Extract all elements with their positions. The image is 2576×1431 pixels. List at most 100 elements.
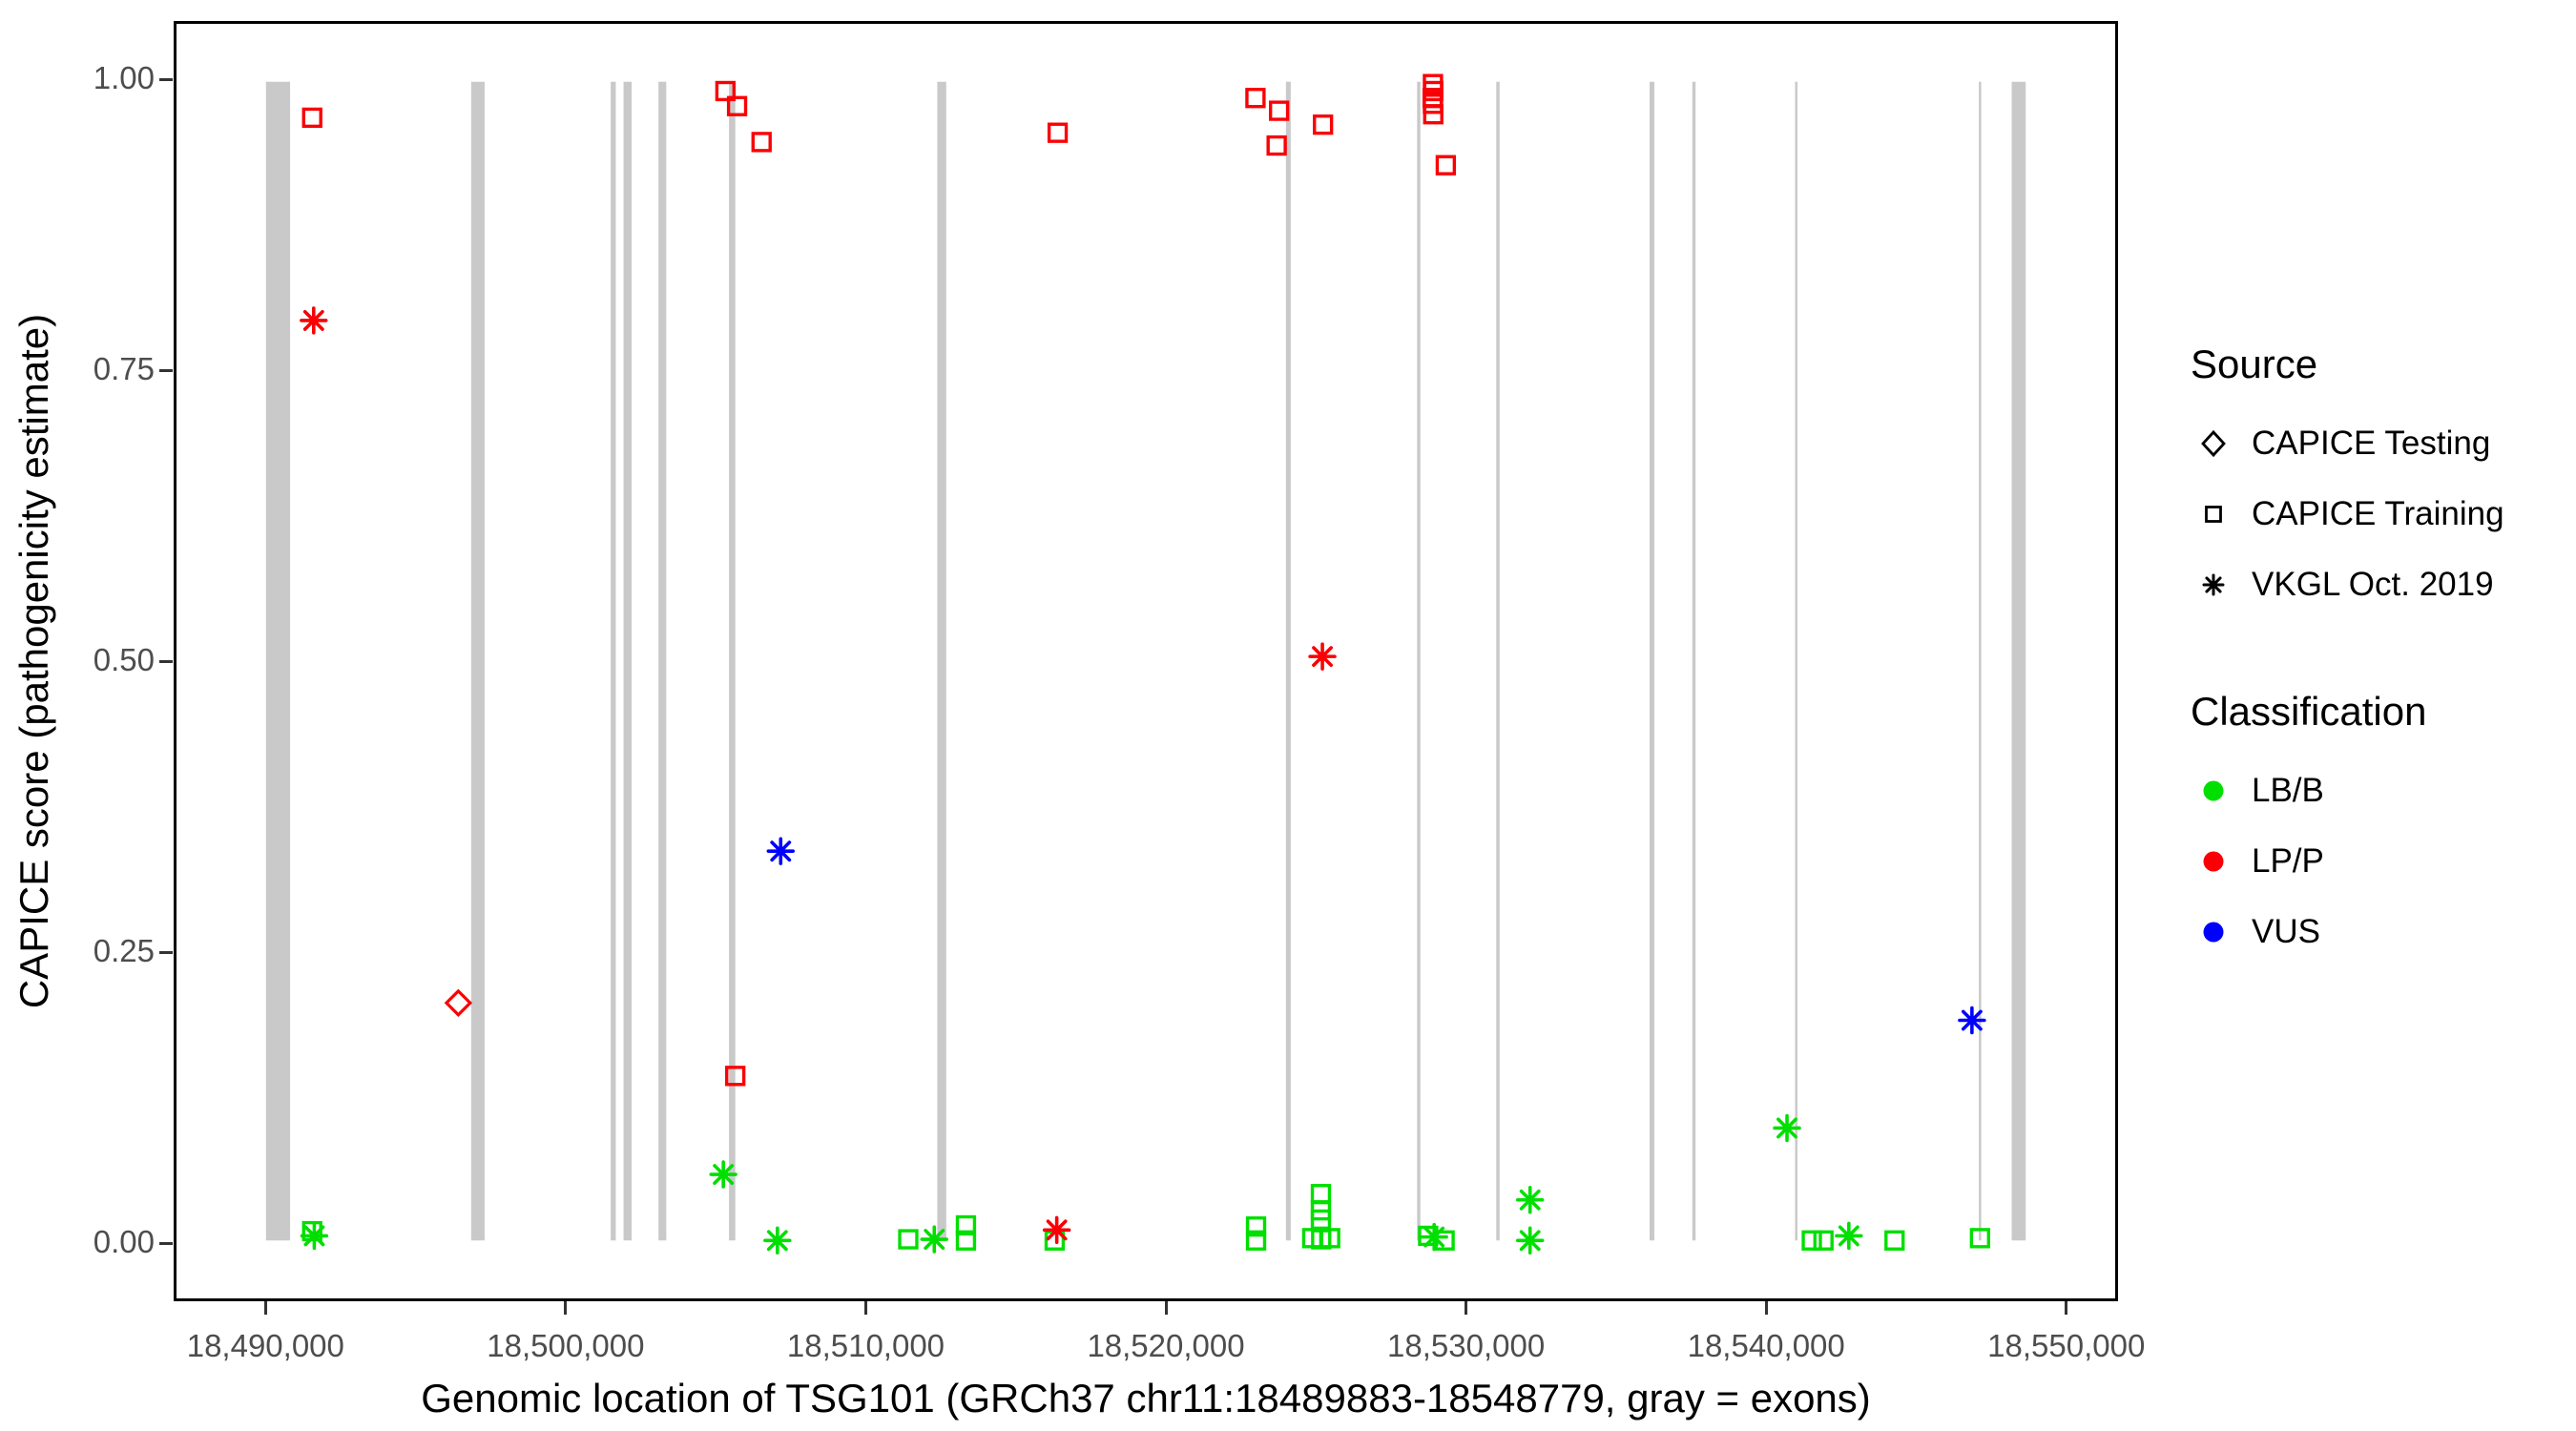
data-point-square: [1313, 114, 1334, 135]
data-point-square: [955, 1230, 977, 1251]
legend-item-label: LB/B: [2252, 772, 2324, 809]
legend-icon: [2191, 909, 2236, 955]
data-point-square: [1310, 1184, 1332, 1205]
data-point-asterisk: [763, 1226, 792, 1255]
legend-group-gap: [2191, 620, 2576, 689]
legend-item-label: VUS: [2252, 913, 2320, 950]
y-tick-mark: [159, 950, 173, 954]
data-point-asterisk: [766, 837, 796, 865]
x-tick-label: 18,510,000: [786, 1328, 945, 1363]
x-tick-mark: [1164, 1301, 1168, 1315]
legend-item-label: CAPICE Testing: [2252, 425, 2491, 462]
exon-bar: [1692, 81, 1696, 1241]
asterisk-icon: [2202, 573, 2225, 596]
exon-bar: [470, 81, 485, 1241]
legend-item-classification-0: LB/B: [2191, 756, 2576, 826]
data-point-square: [1266, 135, 1287, 156]
exon-bar: [937, 81, 946, 1241]
legend-icon: [2191, 421, 2236, 467]
exon-bar: [611, 81, 616, 1241]
legend-icon: [2191, 768, 2236, 814]
x-tick-mark: [2065, 1301, 2068, 1315]
y-tick-mark: [159, 368, 173, 372]
data-point-asterisk: [1515, 1226, 1545, 1255]
x-tick-label: 18,540,000: [1687, 1328, 1845, 1363]
legend-item-classification-1: LP/P: [2191, 826, 2576, 897]
x-tick-mark: [1465, 1301, 1468, 1315]
x-tick-mark: [1764, 1301, 1768, 1315]
data-point-square: [1801, 1230, 1822, 1251]
exon-bar: [729, 81, 736, 1241]
data-point-square: [1884, 1230, 1905, 1251]
data-point-square: [1813, 1230, 1834, 1251]
data-point-square: [1969, 1228, 1990, 1249]
y-tick-mark: [159, 77, 173, 81]
data-point-square: [1423, 93, 1444, 114]
legend-icon: [2191, 839, 2236, 884]
legend-item-source-2: VKGL Oct. 2019: [2191, 550, 2576, 620]
y-tick-mark: [159, 659, 173, 663]
asterisk-icon: [2202, 573, 2225, 596]
diamond-icon: [2201, 429, 2226, 458]
x-tick-mark: [263, 1301, 267, 1315]
data-point-square: [725, 1066, 746, 1087]
data-point-square: [955, 1214, 977, 1236]
data-point-asterisk: [300, 1221, 329, 1251]
square-icon: [2205, 506, 2222, 523]
data-point-square: [301, 107, 322, 129]
legend-item-label: VKGL Oct. 2019: [2252, 566, 2494, 603]
exon-bar: [1795, 81, 1797, 1241]
data-point-asterisk: [1835, 1221, 1863, 1251]
plot-area: [265, 73, 2026, 1255]
data-point-asterisk: [1958, 1006, 1986, 1035]
data-point-square: [1435, 155, 1457, 176]
data-point-asterisk: [920, 1225, 948, 1254]
data-point-diamond: [444, 988, 473, 1017]
y-tick-label: 0.75: [93, 351, 155, 386]
dot-icon: [2203, 780, 2224, 801]
legend-source-items: CAPICE Testing CAPICE Training VKGL Oct. 2…: [2191, 408, 2576, 620]
plot-panel: [174, 21, 2118, 1301]
data-point-asterisk: [709, 1160, 737, 1189]
legend-item-label: LP/P: [2252, 842, 2324, 880]
data-point-square: [1245, 1230, 1267, 1251]
legend-source-title: Source: [2191, 342, 2318, 386]
legend-item-source-0: CAPICE Testing: [2191, 408, 2576, 479]
dot-icon: [2203, 922, 2224, 943]
x-tick-label: 18,490,000: [186, 1328, 344, 1363]
data-point-asterisk: [1308, 642, 1337, 671]
x-tick-mark: [863, 1301, 867, 1315]
exon-bar: [623, 81, 633, 1241]
data-point-square: [726, 95, 748, 116]
exon-bar: [1979, 81, 1982, 1241]
legend: Source CAPICE Testing CAPICE Training VKGL…: [2191, 342, 2576, 967]
dot-icon: [2203, 851, 2224, 872]
y-tick-label: 0.50: [93, 642, 155, 677]
data-point-square: [715, 80, 736, 102]
data-point-asterisk: [300, 306, 328, 335]
exon-bar: [658, 81, 667, 1241]
exon-bar: [1496, 81, 1500, 1241]
data-point-square: [1423, 104, 1444, 125]
y-tick-label: 0.00: [93, 1224, 155, 1259]
data-point-square: [1245, 1216, 1267, 1237]
y-tick-label: 1.00: [93, 60, 155, 95]
x-tick-label: 18,550,000: [1987, 1328, 2146, 1363]
data-point-square: [1268, 100, 1290, 121]
data-point-asterisk: [1042, 1215, 1071, 1245]
x-tick-mark: [564, 1301, 568, 1315]
dot-icon: [2203, 780, 2224, 801]
data-point-square: [751, 132, 772, 153]
x-tick-label: 18,530,000: [1387, 1328, 1546, 1363]
legend-icon: [2191, 491, 2236, 537]
legend-classification-items: LB/B LP/P VUS: [2191, 756, 2576, 967]
legend-item-classification-2: VUS: [2191, 897, 2576, 967]
data-point-square: [1245, 88, 1266, 109]
data-point-asterisk: [1773, 1113, 1801, 1143]
legend-item-label: CAPICE Training: [2252, 495, 2504, 532]
data-point-asterisk: [1515, 1186, 1545, 1214]
exon-bar: [1285, 81, 1291, 1241]
x-axis-title: Genomic location of TSG101 (GRCh37 chr11…: [421, 1376, 1871, 1421]
exon-bar: [1417, 81, 1421, 1241]
